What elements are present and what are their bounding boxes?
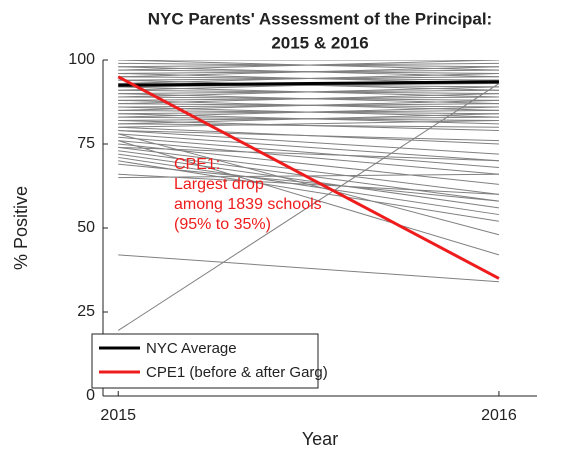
school-line bbox=[118, 160, 500, 222]
school-line bbox=[118, 133, 500, 236]
school-line bbox=[118, 146, 499, 195]
x-tick-label: 2016 bbox=[481, 407, 517, 424]
school-line bbox=[118, 130, 499, 142]
school-line bbox=[118, 72, 499, 85]
plot-area bbox=[117, 60, 500, 331]
school-line bbox=[117, 83, 500, 331]
school-line bbox=[118, 86, 499, 98]
school-line bbox=[118, 133, 499, 162]
legend-entry: NYC Average bbox=[146, 340, 237, 357]
x-axis-label: Year bbox=[302, 429, 338, 449]
school-line bbox=[118, 156, 500, 216]
school-line bbox=[118, 140, 499, 175]
annotation-text: CPE1: bbox=[174, 156, 220, 173]
x-tick-label: 2015 bbox=[100, 407, 136, 424]
annotation: CPE1: Largest drop among 1839 schools (95% … bbox=[174, 156, 322, 233]
school-line bbox=[118, 146, 499, 162]
y-tick-label: 75 bbox=[77, 135, 95, 152]
school-line bbox=[118, 136, 499, 169]
school-line bbox=[118, 153, 499, 209]
school-line bbox=[118, 130, 499, 155]
legend-box bbox=[91, 333, 319, 389]
school-line bbox=[118, 254, 499, 283]
y-tick-label: 50 bbox=[77, 219, 95, 236]
legend-entry: CPE1 (before & after Garg) bbox=[146, 364, 328, 381]
school-line bbox=[118, 119, 499, 128]
school-line bbox=[118, 60, 499, 71]
school-line bbox=[118, 163, 499, 202]
series-line bbox=[117, 75, 500, 280]
annotation-text: among 1839 schools bbox=[174, 196, 322, 213]
chart-title: 2015 & 2016 bbox=[271, 33, 368, 52]
school-line bbox=[118, 140, 500, 256]
school-line bbox=[118, 93, 499, 105]
legend: NYC Average CPE1 (before & after Garg) bbox=[91, 333, 328, 389]
annotation-text: (95% to 35%) bbox=[174, 216, 271, 233]
y-tick-label: 0 bbox=[86, 387, 95, 404]
y-tick-label: 25 bbox=[77, 303, 95, 320]
y-tick-label: 100 bbox=[68, 51, 95, 68]
y-axis-label: % Positive bbox=[11, 186, 31, 270]
school-line bbox=[118, 113, 499, 125]
school-line bbox=[118, 106, 499, 118]
series-line bbox=[118, 80, 499, 87]
school-line bbox=[118, 66, 499, 78]
chart-title: NYC Parents' Assessment of the Principal… bbox=[148, 9, 492, 28]
annotation-text: Largest drop bbox=[174, 176, 264, 193]
